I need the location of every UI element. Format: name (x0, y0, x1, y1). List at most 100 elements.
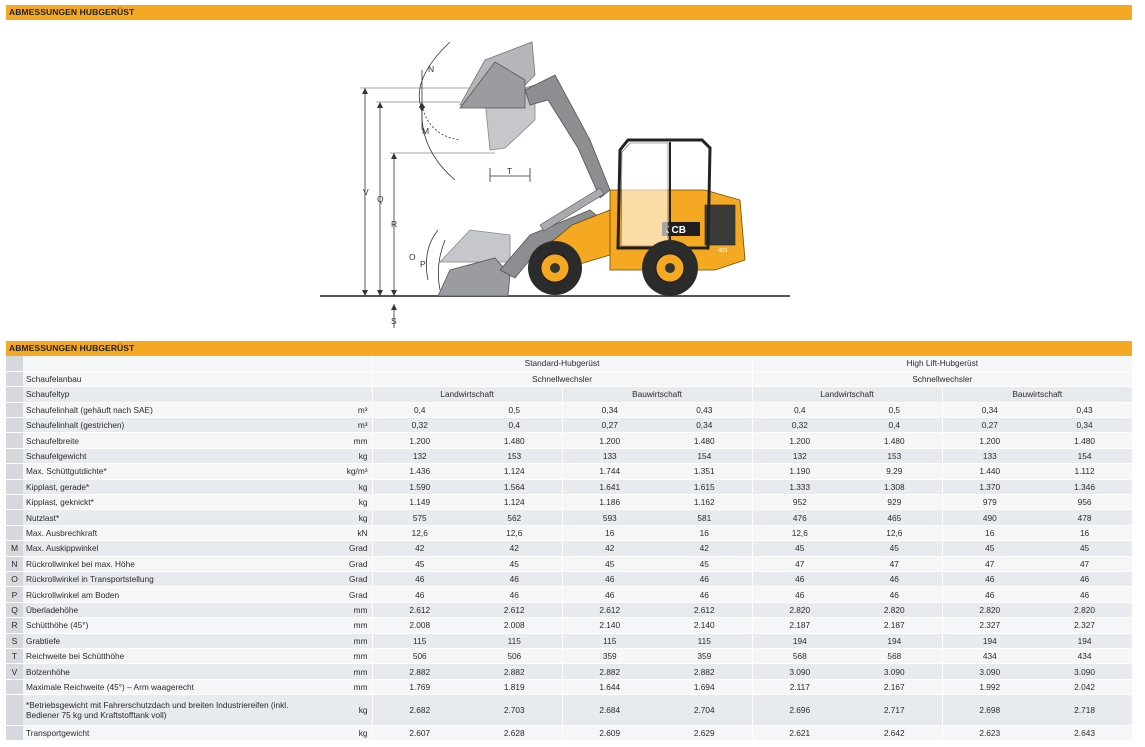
row-value: 3.090 (941, 663, 1038, 680)
row-value: 0,43 (657, 402, 753, 419)
row-label: Rückrollwinkel am Boden (23, 586, 318, 603)
row-value: 46 (657, 571, 753, 588)
row-label: Reichweite bei Schütthöhe (23, 648, 318, 665)
row-value: 46 (561, 586, 657, 603)
row-value: 12,6 (847, 525, 943, 542)
header-agriculture-high-lift: Landwirtschaft (751, 386, 943, 403)
row-value: 0,5 (467, 402, 562, 419)
table-row: M Max. Auskippwinkel Grad 42 42 42 42 45 45 45 45 (6, 540, 1133, 557)
row-value: 956 (1037, 494, 1133, 511)
header-high-lift-mast: High Lift-Hubgerüst (751, 356, 1133, 372)
row-value: 46 (847, 571, 943, 588)
row-value: 46 (657, 586, 753, 603)
row-value: 12,6 (467, 525, 562, 542)
row-value: 42 (561, 540, 657, 557)
row-value: 562 (467, 509, 562, 526)
row-value: 46 (751, 571, 848, 588)
table-row: Q Überladehöhe mm 2.612 2.612 2.612 2.612 2.820… (6, 602, 1133, 619)
row-letter (6, 432, 23, 449)
row-value: 0,34 (561, 402, 657, 419)
row-label: Überladehöhe (23, 602, 318, 619)
table-row: Kipplast, gerade* kg 1.590 1.564 1.641 1.615 1… (6, 479, 1133, 496)
row-value: 2.703 (467, 694, 562, 727)
loader-dimension-drawing: N M V Q R T O P S JCB 403 (320, 41, 790, 328)
table-row: Schaufelinhalt (gestrichen) m³ 0,32 0,4 0,27… (6, 417, 1133, 434)
row-value: 42 (657, 540, 753, 557)
row-letter: V (6, 663, 23, 680)
row-value: 2.612 (657, 602, 753, 619)
row-value: 3.090 (751, 663, 848, 680)
dim-label-n: N (428, 64, 434, 74)
row-value: 1.200 (371, 432, 467, 449)
section-title-table: ABMESSUNGEN HUBGERÜST (6, 341, 1132, 356)
row-label: Max. Ausbrechkraft (23, 525, 318, 542)
row-value: 45 (561, 556, 657, 572)
row-value: 46 (467, 586, 562, 603)
row-unit: Grad (318, 586, 372, 603)
row-value: 46 (941, 586, 1038, 603)
row-label: Schaufelgewicht (23, 448, 318, 465)
row-value: 1.769 (371, 679, 467, 696)
header-agriculture-standard: Landwirtschaft (371, 386, 562, 403)
row-value: 115 (467, 633, 562, 649)
table-row: O Rückrollwinkel in Transportstellung Grad… (6, 571, 1133, 588)
table-row: T Reichweite bei Schütthöhe mm 506 506 359 359… (6, 648, 1133, 665)
row-label: Max. Schüttgutdichte* (23, 463, 318, 480)
row-label: Maximale Reichweite (45°) – Arm waagerec… (23, 679, 318, 696)
table-row: Max. Ausbrechkraft kN 12,6 12,6 16 16 12,6 12,6… (6, 525, 1133, 542)
row-value: 133 (561, 448, 657, 465)
row-value: 12,6 (371, 525, 467, 542)
row-letter: O (6, 571, 23, 588)
row-value: 154 (657, 448, 753, 465)
row-value: 0,34 (1037, 417, 1133, 434)
row-value: 45 (847, 540, 943, 557)
row-label: Kipplast, gerade* (23, 479, 318, 496)
row-unit: mm (318, 602, 372, 619)
row-label: *Betriebsgewicht mit Fahrerschutzdach un… (23, 694, 318, 727)
row-value: 1.819 (467, 679, 562, 696)
row-value: 952 (751, 494, 848, 511)
row-value: 1.308 (847, 479, 943, 496)
row-value: 16 (941, 525, 1038, 542)
row-value: 2.140 (561, 617, 657, 634)
row-value: 1.440 (941, 463, 1038, 480)
header-quick-coupler-standard: Schnellwechsler (371, 371, 753, 388)
table-header-row-3: Schaufeltyp Landwirtschaft Bauwirtschaft… (6, 386, 1133, 403)
row-value: 506 (467, 648, 562, 665)
row-unit: Grad (318, 571, 372, 588)
lowered-bucket-outline (439, 229, 511, 263)
row-value: 1.436 (371, 463, 467, 480)
row-letter (6, 402, 23, 419)
row-value: 2.621 (751, 725, 848, 742)
row-unit: kg (318, 694, 372, 727)
row-value: 1.480 (1037, 432, 1133, 449)
row-value: 1.333 (751, 479, 848, 496)
row-letter: N (6, 556, 23, 572)
header-standard-mast: Standard-Hubgerüst (371, 356, 753, 372)
row-value: 45 (751, 540, 848, 557)
brand-plate (662, 222, 700, 236)
row-letter (6, 417, 23, 434)
row-letter (6, 725, 23, 742)
row-value: 2.820 (751, 602, 848, 619)
row-value: 979 (941, 494, 1038, 511)
row-value: 1.590 (371, 479, 467, 496)
row-value: 2.820 (847, 602, 943, 619)
row-value: 2.612 (561, 602, 657, 619)
row-value: 359 (657, 648, 753, 665)
row-letter: P (6, 586, 23, 603)
row-value: 2.167 (847, 679, 943, 696)
row-unit: m³ (318, 402, 372, 419)
operator-cab (616, 138, 712, 250)
dimension-arrows (362, 88, 425, 310)
row-value: 47 (847, 556, 943, 572)
row-value: 46 (751, 586, 848, 603)
dim-label-v: V (363, 187, 369, 197)
row-value: 465 (847, 509, 943, 526)
row-unit: kg (318, 448, 372, 465)
row-value: 2.882 (371, 663, 467, 680)
row-value: 0,32 (371, 417, 467, 434)
row-value: 46 (561, 571, 657, 588)
table-row: S Grabtiefe mm 115 115 115 115 194 194 194 194 (6, 633, 1133, 649)
row-letter: S (6, 633, 23, 649)
